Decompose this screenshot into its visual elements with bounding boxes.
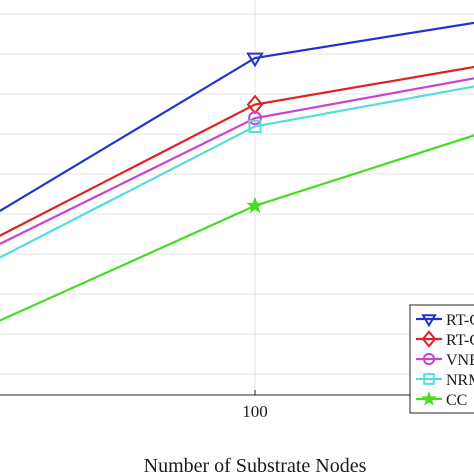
legend-label: CC (446, 392, 467, 409)
legend-label: VNE (446, 352, 474, 369)
legend-marker (422, 352, 436, 366)
legend-item: NRM (416, 372, 474, 389)
axes (0, 390, 474, 396)
data-point (248, 119, 262, 134)
legend-item: CC (416, 390, 467, 409)
legend-marker (421, 330, 437, 348)
series-3 (0, 77, 474, 246)
legend: RT-C RT-C VNE NRM CC (409, 304, 474, 414)
series-5 (0, 134, 474, 322)
legend-marker (421, 314, 437, 328)
legend-label: RT-C (446, 312, 474, 329)
tick-labels: 100 (242, 402, 268, 421)
legend-label: NRM (446, 372, 474, 389)
legend-item: VNE (416, 352, 474, 369)
legend-item: RT-C (416, 330, 474, 349)
data-point (246, 52, 264, 68)
series-4 (0, 85, 474, 259)
legend-item: RT-C (416, 312, 474, 329)
x-axis-label: Number of Substrate Nodes (144, 455, 367, 474)
series-line (0, 77, 474, 246)
series-line (0, 85, 474, 259)
legend-marker (423, 373, 435, 385)
series-group (0, 21, 474, 322)
x-tick-label: 100 (242, 402, 268, 421)
data-point (246, 196, 264, 214)
plot-background (0, 0, 474, 395)
legend-label: RT-C (446, 332, 474, 349)
series-line (0, 65, 474, 237)
series-1 (0, 21, 474, 213)
series-line (0, 21, 474, 213)
legend-marker (421, 390, 437, 406)
data-point (248, 111, 262, 126)
